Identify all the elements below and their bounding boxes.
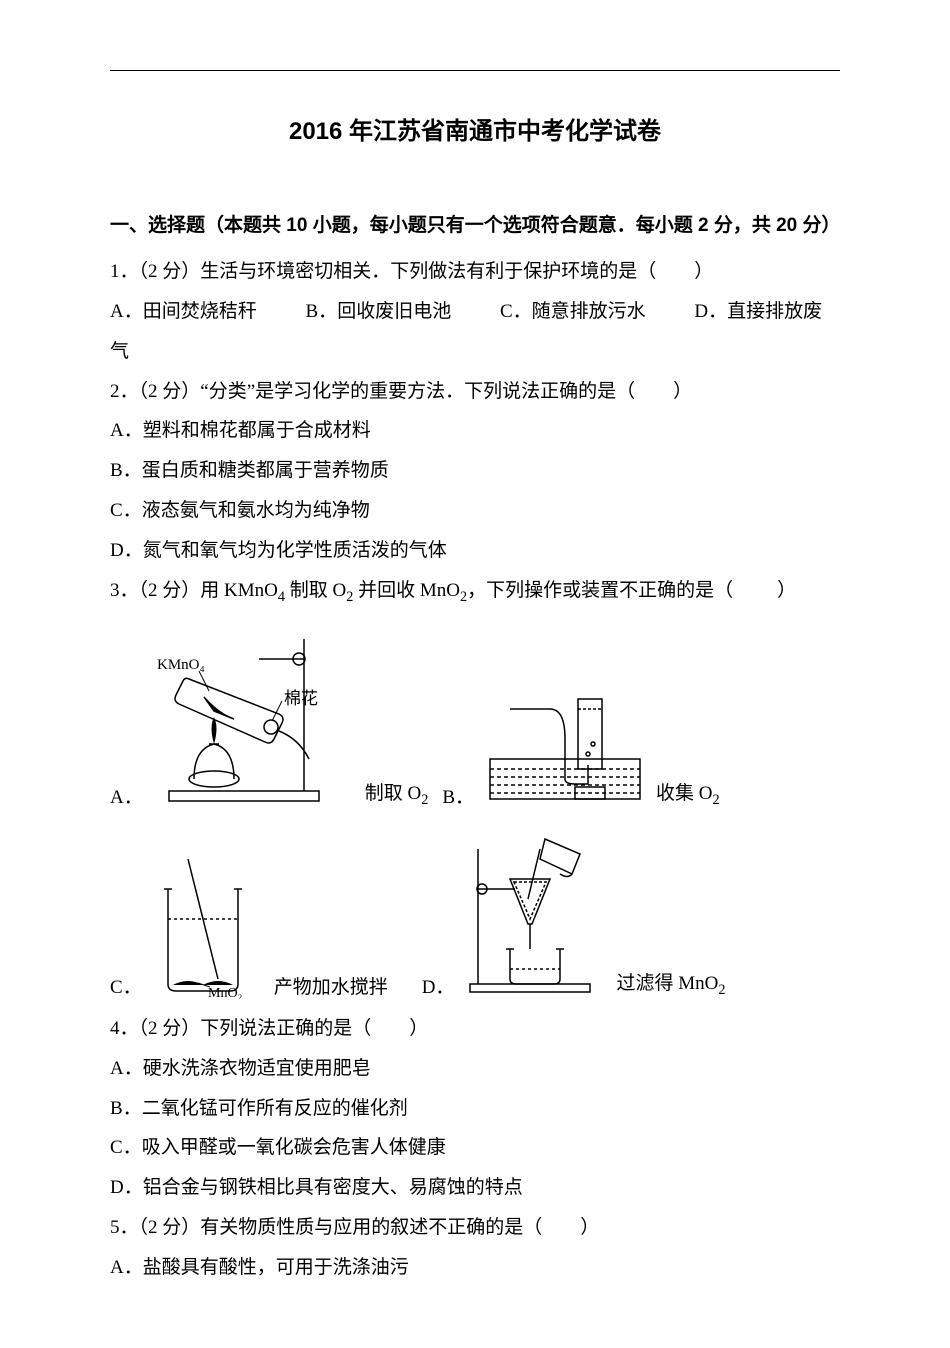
q1-points: （2 分） bbox=[139, 261, 201, 282]
question-5: 5．（2 分）有关物质性质与应用的叙述不正确的是（ ） bbox=[110, 1208, 840, 1248]
top-rule bbox=[110, 70, 840, 71]
q3-fig-b-cell: B． bbox=[442, 669, 719, 809]
q4-opt-a: A．硬水洗涤衣物适宜使用肥皂 bbox=[110, 1049, 840, 1089]
q1-opt-a-text: 田间焚烧秸秆 bbox=[143, 301, 279, 322]
q2-opt-c: C．液态氨气和氨水均为纯净物 bbox=[110, 491, 840, 531]
q2-stem: “分类”是学习化学的重要方法．下列说法正确的是（ ） bbox=[200, 381, 692, 402]
q2-points: （2 分） bbox=[139, 381, 201, 402]
section-heading: 一、选择题（本题共 10 小题，每小题只有一个选项符合题意．每小题 2 分，共 … bbox=[110, 206, 840, 246]
q2-opt-a-text: 塑料和棉花都属于合成材料 bbox=[143, 420, 371, 441]
q3-fig-d-caption: 过滤得 MnO2 bbox=[616, 968, 725, 999]
q4-opt-d: D．铝合金与钢铁相比具有密度大、易腐蚀的特点 bbox=[110, 1168, 840, 1208]
q4-opt-b-text: 二氧化锰可作所有反应的催化剂 bbox=[142, 1098, 408, 1119]
q1-options: A．田间焚烧秸秆 B．回收废旧电池 C．随意排放污水 D．直接排放废气 bbox=[110, 292, 840, 372]
q3-fig-a-caption: 制取 O2 bbox=[365, 778, 429, 809]
q1-opt-b-text: 回收废旧电池 bbox=[337, 301, 473, 322]
question-4: 4．（2 分）下列说法正确的是（ ） bbox=[110, 1009, 840, 1049]
q3-fig-c-label-mno2: MnO₂ bbox=[208, 986, 243, 999]
q5-opt-a: A．盐酸具有酸性，可用于洗涤油污 bbox=[110, 1248, 840, 1288]
question-1: 1．（2 分）生活与环境密切相关．下列做法有利于保护环境的是（ ） bbox=[110, 252, 840, 292]
q1-stem: 生活与环境密切相关．下列做法有利于保护环境的是（ ） bbox=[200, 261, 713, 282]
q3-fig-c-icon: MnO₂ bbox=[148, 849, 268, 999]
q4-opt-b: B．二氧化锰可作所有反应的催化剂 bbox=[110, 1089, 840, 1129]
q3-fig-a-cell: A． bbox=[110, 619, 428, 809]
q3-fig-a-label-kmno4: KMnO₄ bbox=[157, 657, 205, 673]
q2-opt-b-text: 蛋白质和糖类都属于营养物质 bbox=[142, 460, 389, 481]
q3-fig-c-cell: C． MnO₂ 产物加水搅拌 bbox=[110, 849, 388, 999]
question-3: 3．（2 分）用 KMnO4 制取 O2 并回收 MnO2，下列操作或装置不正确… bbox=[110, 571, 840, 613]
q3-stem: 用 KMnO4 制取 O2 并回收 MnO2，下列操作或装置不正确的是（ ） bbox=[200, 580, 798, 601]
q4-points: （2 分） bbox=[139, 1018, 201, 1039]
q3-fig-c-letter: C． bbox=[110, 972, 142, 999]
q3-fig-b-letter: B． bbox=[442, 782, 474, 809]
q3-points: （2 分） bbox=[139, 580, 201, 601]
page-title: 2016 年江苏省南通市中考化学试卷 bbox=[110, 111, 840, 146]
q3-fig-a-letter: A． bbox=[110, 782, 143, 809]
q4-stem: 下列说法正确的是（ ） bbox=[200, 1018, 428, 1039]
q1-opt-a: A．田间焚烧秸秆 bbox=[110, 301, 301, 322]
q5-opt-a-text: 盐酸具有酸性，可用于洗涤油污 bbox=[143, 1257, 409, 1278]
q3-fig-b-icon bbox=[480, 669, 650, 809]
q3-fig-d-letter: D． bbox=[422, 972, 455, 999]
q3-fig-b-caption: 收集 O2 bbox=[656, 778, 720, 809]
q4-opt-a-text: 硬水洗涤衣物适宜使用肥皂 bbox=[143, 1058, 371, 1079]
q2-opt-a: A．塑料和棉花都属于合成材料 bbox=[110, 411, 840, 451]
q3-fig-a-icon: KMnO₄ 棉花 bbox=[149, 619, 359, 809]
q2-opt-d: D．氮气和氧气均为化学性质活泼的气体 bbox=[110, 531, 840, 571]
q5-points: （2 分） bbox=[139, 1217, 201, 1238]
q1-opt-b: B．回收废旧电池 bbox=[306, 301, 496, 322]
q3-number: 3． bbox=[110, 580, 139, 601]
q2-opt-c-text: 液态氨气和氨水均为纯净物 bbox=[142, 500, 370, 521]
q2-opt-b: B．蛋白质和糖类都属于营养物质 bbox=[110, 451, 840, 491]
q3-fig-c-caption: 产物加水搅拌 bbox=[274, 972, 388, 999]
q3-fig-d-icon bbox=[460, 829, 610, 999]
q3-figure-row-2: C． MnO₂ 产物加水搅拌 bbox=[110, 829, 840, 999]
q5-number: 5． bbox=[110, 1217, 139, 1238]
q2-number: 2． bbox=[110, 381, 139, 402]
q3-figure-row-1: A． bbox=[110, 619, 840, 809]
q4-opt-c: C．吸入甲醛或一氧化碳会危害人体健康 bbox=[110, 1128, 840, 1168]
q1-opt-c-text: 随意排放污水 bbox=[532, 301, 668, 322]
q1-opt-c: C．随意排放污水 bbox=[500, 301, 690, 322]
q4-number: 4． bbox=[110, 1018, 139, 1039]
q3-fig-a-label-cotton: 棉花 bbox=[284, 689, 318, 708]
q2-opt-d-text: 氮气和氧气均为化学性质活泼的气体 bbox=[143, 540, 447, 561]
question-2: 2．（2 分）“分类”是学习化学的重要方法．下列说法正确的是（ ） bbox=[110, 372, 840, 412]
q4-opt-d-text: 铝合金与钢铁相比具有密度大、易腐蚀的特点 bbox=[143, 1177, 523, 1198]
q1-number: 1． bbox=[110, 261, 139, 282]
q4-opt-c-text: 吸入甲醛或一氧化碳会危害人体健康 bbox=[142, 1137, 446, 1158]
q5-stem: 有关物质性质与应用的叙述不正确的是（ ） bbox=[200, 1217, 599, 1238]
q3-fig-d-cell: D． bbox=[422, 829, 726, 999]
page: 2016 年江苏省南通市中考化学试卷 一、选择题（本题共 10 小题，每小题只有… bbox=[0, 0, 950, 1348]
